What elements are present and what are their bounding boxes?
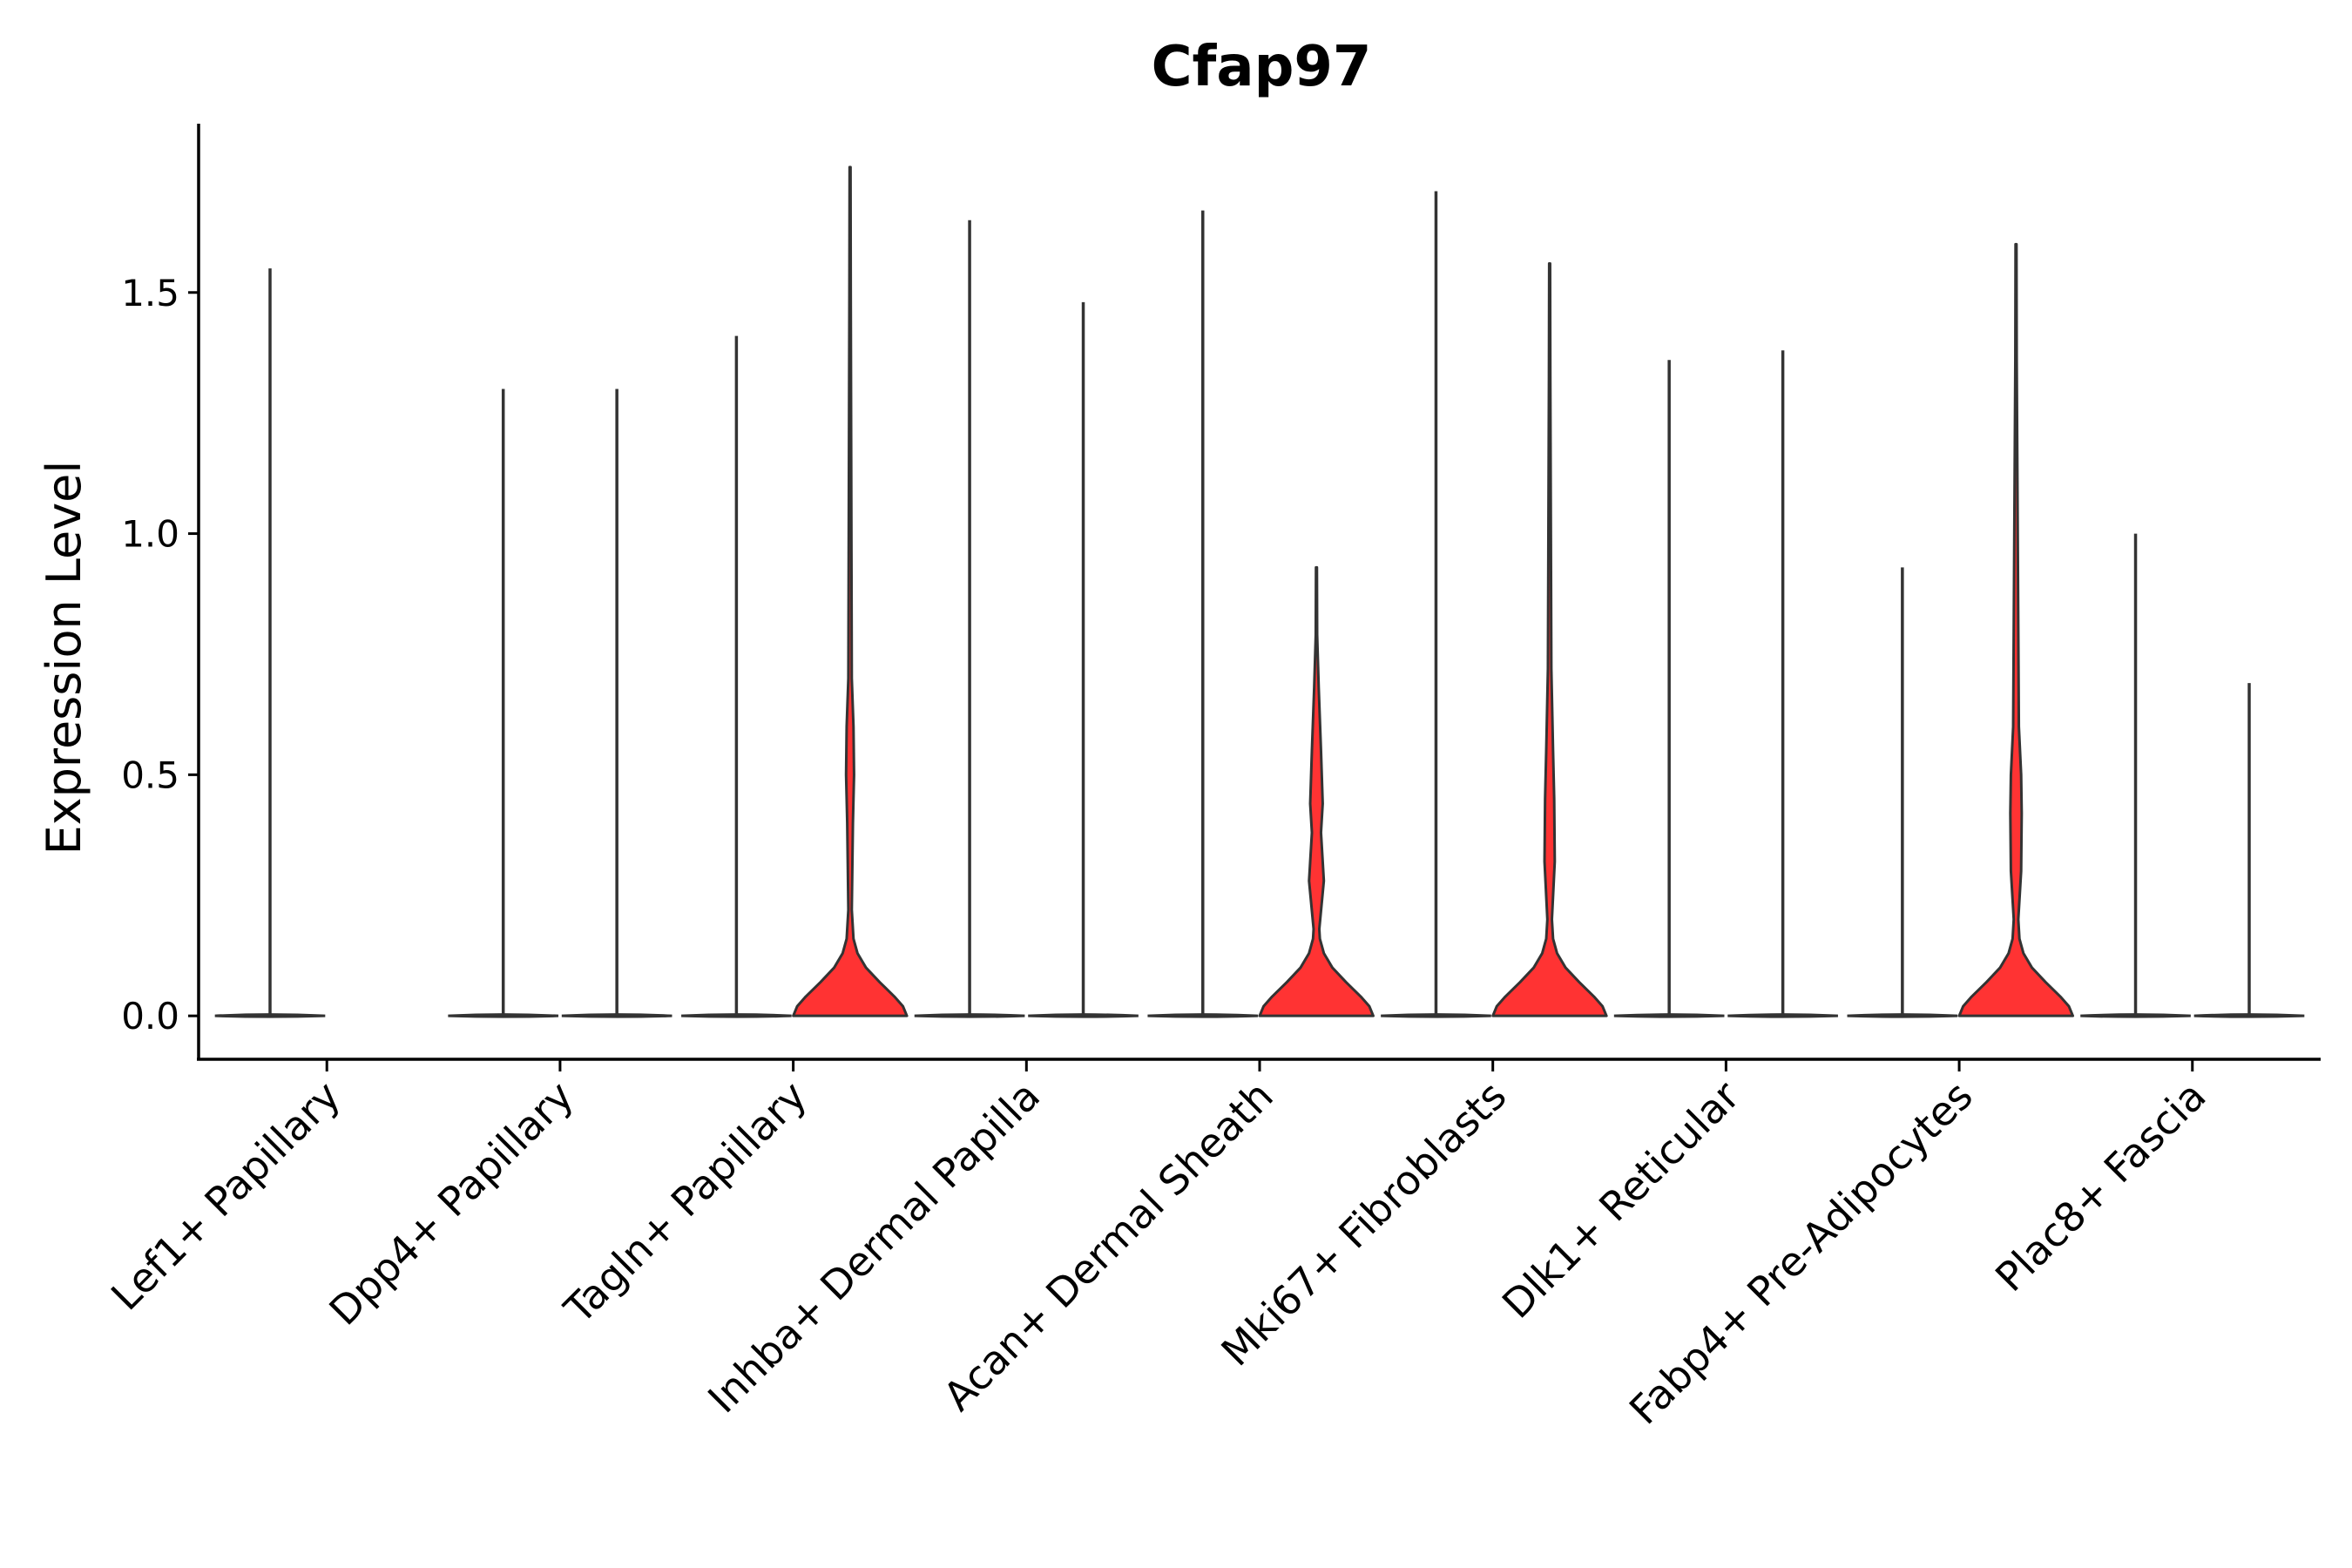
violin-inhba-dermal-papilla-left (914, 220, 1025, 1018)
violin-acan-dermal-sheath-left (1147, 210, 1259, 1018)
violin-acan-dermal-sheath-right (1258, 565, 1375, 1017)
y-tick-label: 0.0 (121, 995, 179, 1037)
violin-plac8-fascia-left (2080, 533, 2191, 1018)
y-ticks: 0.0 0.5 1.0 1.5 (121, 272, 199, 1037)
violin-dpp4-papillary-right (561, 389, 672, 1018)
violin-fabp4-pre-adipocytes-left (1847, 567, 1958, 1018)
chart-title: Cfap97 (1152, 35, 1372, 99)
violin-dlk1-reticular-right (1727, 350, 1838, 1018)
y-tick-label: 1.0 (121, 513, 179, 556)
plot-area (214, 166, 2305, 1018)
violin-lef1-papillary-left (214, 268, 326, 1018)
violin-tagln-papillary-left (681, 335, 792, 1018)
violin-plac8-fascia-right (2193, 683, 2305, 1018)
x-tick-label: Tagln+ Papillary (555, 1072, 816, 1334)
violin-inhba-dermal-papilla-right (1028, 301, 1139, 1018)
y-axis-label: Expression Level (37, 461, 91, 855)
x-tick-label: Dpp4+ Papillary (320, 1072, 582, 1335)
violin-tagln-papillary-right (792, 166, 909, 1017)
violin-mki67-fibroblasts-right (1491, 262, 1608, 1017)
x-tick-label: Lef1+ Papillary (102, 1072, 349, 1320)
violin-fabp4-pre-adipocytes-right (1957, 242, 2075, 1017)
x-tick-label: Dlk1+ Reticular (1493, 1072, 1748, 1328)
y-tick-label: 0.5 (121, 754, 179, 796)
x-tick-label: Plac8+ Fascia (1986, 1072, 2214, 1301)
y-tick-label: 1.5 (121, 272, 179, 314)
violin-dlk1-reticular-left (1613, 360, 1725, 1018)
violin-dpp4-papillary-left (448, 389, 559, 1018)
violin-mki67-fibroblasts-left (1381, 191, 1491, 1018)
